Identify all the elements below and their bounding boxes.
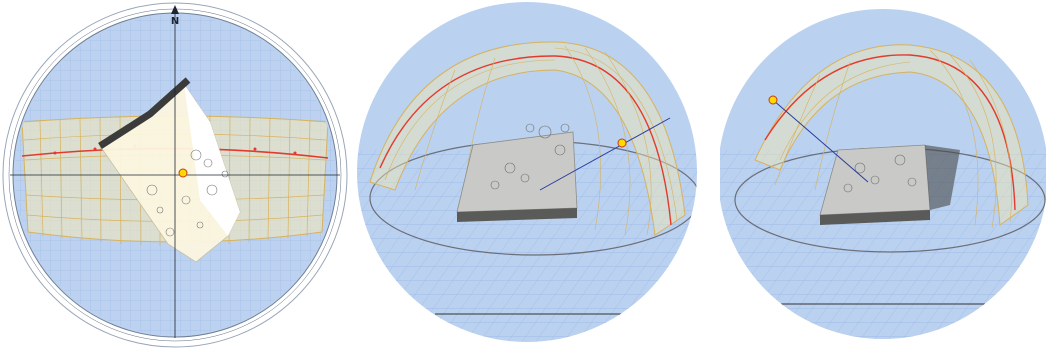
sun-path-dome — [369, 41, 686, 236]
sun-path-dome — [754, 44, 1029, 226]
trees — [146, 149, 229, 237]
perspective-view-2-panel — [720, 0, 1046, 349]
terrain-edge — [820, 210, 930, 225]
terrain-edge — [457, 208, 577, 222]
trees — [843, 154, 917, 193]
sun-position-marker — [178, 168, 188, 178]
top-view-sunpath-diagram: N — [2, 2, 348, 348]
site-footprint-highlight — [184, 84, 240, 236]
perspective-view-2-diagram — [720, 9, 1046, 339]
sun-path-today — [379, 55, 672, 226]
terrain-slab — [819, 144, 931, 216]
north-label: N — [171, 16, 179, 27]
perspective-view-1-diagram — [357, 2, 697, 342]
trees — [490, 123, 570, 190]
perspective-view-1-panel — [355, 0, 700, 349]
sun-ray — [539, 117, 671, 191]
sun-path-today — [764, 54, 1016, 211]
dome-grid — [774, 49, 1012, 229]
north-arrow-icon — [171, 5, 179, 14]
dome-grid — [384, 45, 678, 236]
top-view-panel: N — [0, 0, 350, 349]
sun-ray — [772, 99, 869, 183]
terrain-shadow — [925, 145, 960, 210]
sun-position-marker — [768, 95, 778, 105]
sun-position-marker — [617, 138, 627, 148]
